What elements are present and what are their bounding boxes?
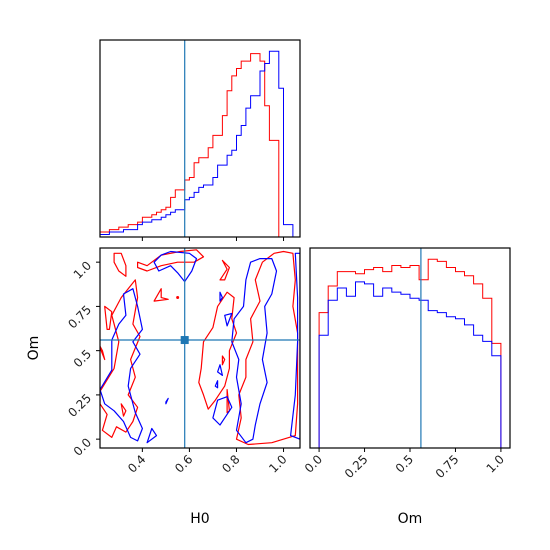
contour-line-21 [213, 397, 232, 425]
contour-line-14 [147, 429, 156, 443]
om-hist-ticks [319, 448, 501, 452]
om-tick-label-3: 0.75 [65, 303, 94, 332]
contour-line-1 [114, 253, 126, 276]
contour-frame [100, 248, 300, 448]
h0-histograms [100, 51, 298, 237]
om-tick-label-1: 0.25 [65, 391, 94, 420]
h0-hist-series-1 [100, 51, 298, 237]
contour-line-7 [199, 292, 237, 409]
om-histograms [319, 259, 501, 448]
h0-tick-labels: 0.4 0.6 0.8 1.0 [125, 452, 290, 475]
om-hist-tick-label-0: 0.0 [302, 452, 325, 475]
h0-marginal-frame [100, 40, 300, 237]
h0-tick-label-1: 0.6 [172, 452, 195, 475]
om-hist-tick-label-2: 0.5 [393, 452, 416, 475]
contour-line-22 [232, 259, 277, 443]
x-axis-label-om: Om [398, 511, 423, 527]
contour-dot-12 [176, 296, 179, 299]
h0-hist-series-0 [100, 54, 298, 237]
om-marginal-frame [310, 248, 510, 448]
contour-line-16 [166, 398, 168, 403]
om-tick-label-0: 0.0 [71, 435, 94, 458]
contour-line-11 [222, 356, 224, 365]
h0-hist-ticks [142, 237, 283, 241]
om-hist-tick-label-4: 1.0 [484, 452, 507, 475]
contour-line-3 [154, 289, 168, 301]
om-hist-tick-label-3: 0.75 [433, 452, 462, 481]
contour-lines [98, 250, 300, 445]
x-axis-label-h0: H0 [190, 511, 209, 527]
h0-tick-label-3: 1.0 [266, 452, 289, 475]
h0-tick-label-2: 0.8 [219, 452, 242, 475]
om-hist-series-1 [319, 282, 501, 448]
h0-marginal-panel [100, 40, 300, 241]
h0-tick-label-0: 0.4 [125, 452, 148, 475]
om-hist-tick-label-1: 0.25 [342, 452, 371, 481]
om-tick-label-2: 0.5 [71, 347, 94, 370]
contour-line-4 [100, 280, 140, 438]
contour-line-6 [220, 260, 229, 280]
truth-crosshair [100, 248, 300, 448]
om-hist-tick-labels: 0.0 0.25 0.5 0.75 1.0 [302, 452, 507, 481]
contour-line-23 [225, 314, 232, 326]
contour-line-5 [121, 404, 126, 416]
om-tick-label-4: 1.0 [71, 258, 94, 281]
contour-line-20 [215, 381, 217, 388]
om-tick-labels: 0.0 0.25 0.5 0.75 1.0 [65, 258, 94, 458]
contour-line-19 [218, 365, 223, 376]
contour-line-0 [105, 306, 112, 329]
y-axis-label-om: Om [26, 336, 42, 361]
om-marginal-panel: 0.0 0.25 0.5 0.75 1.0 Om [302, 248, 510, 527]
truth-marker [181, 336, 189, 344]
h0-om-contour-panel: 0.4 0.6 0.8 1.0 0.0 0.25 0.5 0.75 1.0 H0 Om [26, 248, 300, 527]
